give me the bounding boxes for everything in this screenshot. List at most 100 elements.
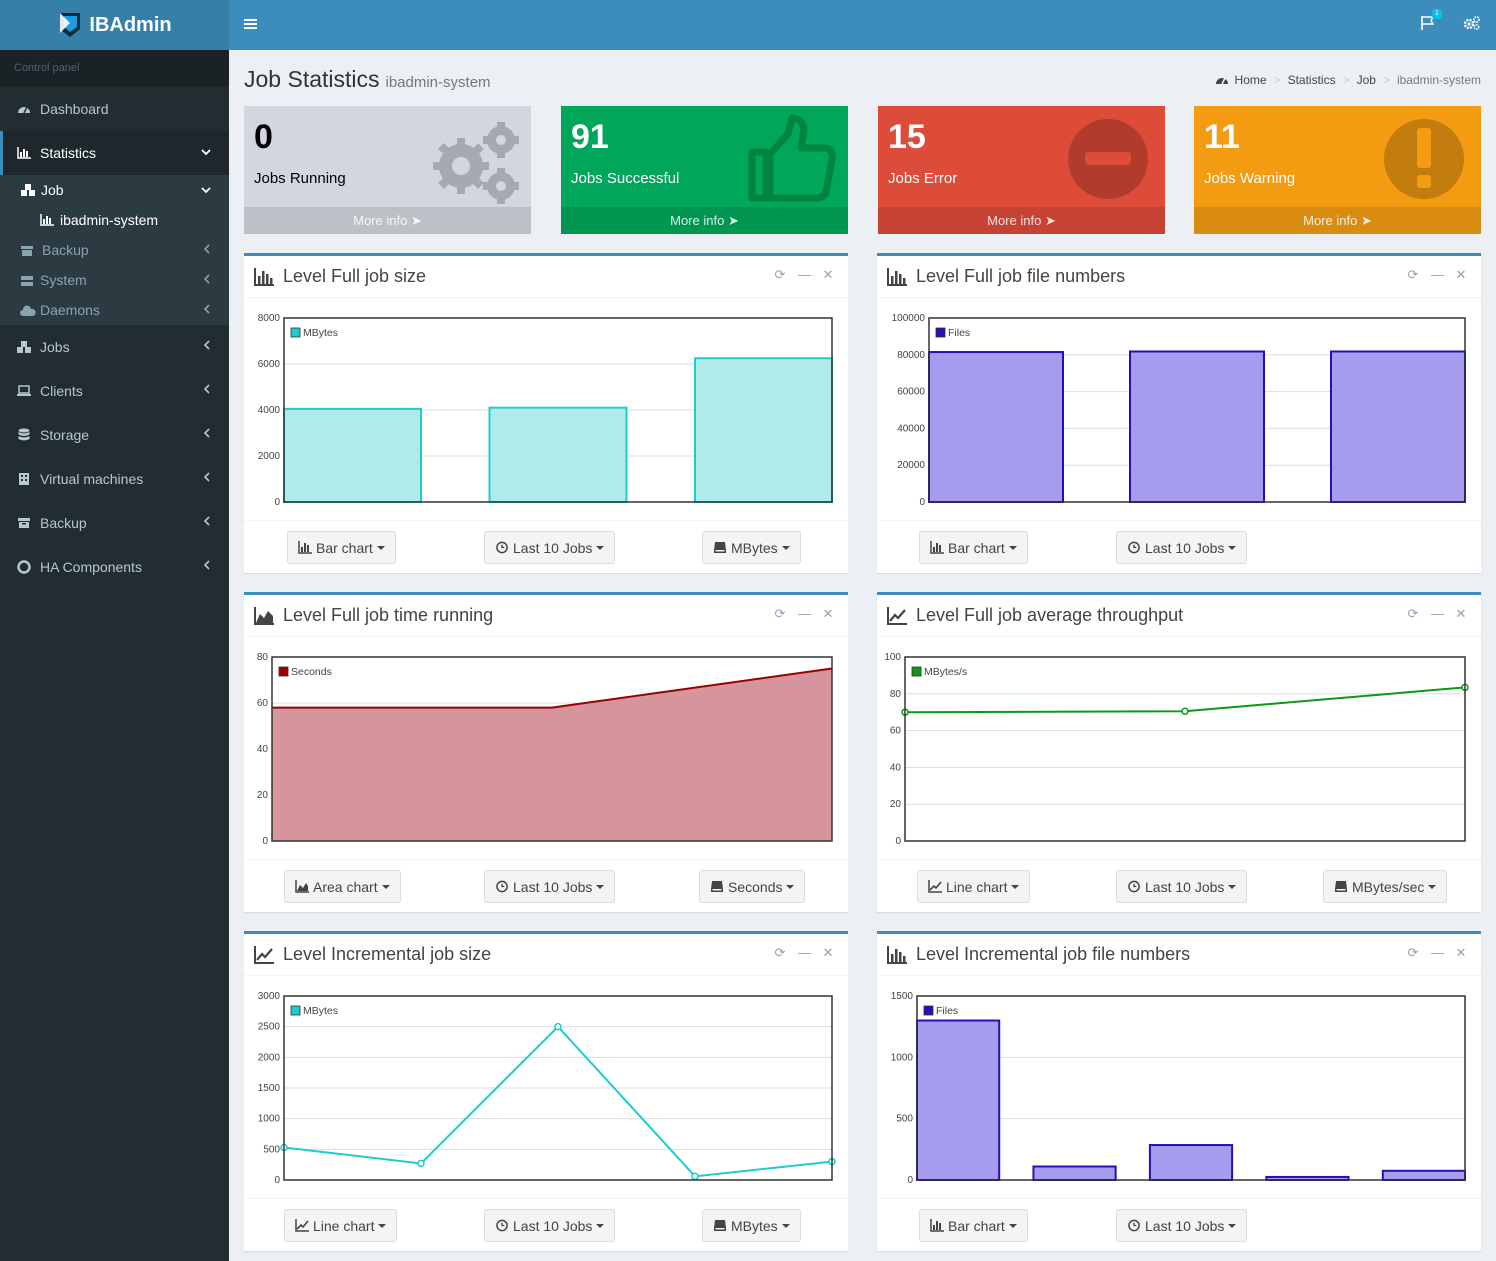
minimize-icon[interactable]: — (1431, 606, 1444, 621)
range-dropdown[interactable]: Last 10 Jobs (1116, 1209, 1248, 1242)
app-logo[interactable]: IBAdmin (0, 0, 229, 50)
bar-chart-icon (298, 541, 312, 554)
unit-dropdown[interactable]: MBytes (702, 1209, 801, 1242)
close-icon[interactable]: ✕ (1455, 267, 1467, 282)
button-label: Last 10 Jobs (1145, 878, 1225, 895)
database-icon (16, 427, 32, 443)
life-ring-icon (16, 559, 32, 575)
plot-frame (904, 656, 1466, 842)
sidebar-item-ha-components[interactable]: HA Components (0, 545, 229, 589)
breadcrumb-home[interactable]: Home (1234, 73, 1267, 87)
archive-icon (20, 244, 34, 260)
gears-icon (433, 122, 519, 204)
chart-type-dropdown[interactable]: Line chart (284, 1209, 398, 1242)
server-icon (20, 274, 34, 290)
logo-icon (60, 13, 81, 37)
settings-button[interactable] (1463, 15, 1483, 35)
sidebar-item-ibadmin-system[interactable]: ibadmin-system (0, 205, 229, 235)
sidebar-item-clients[interactable]: Clients (0, 369, 229, 413)
chevron-down-icon (201, 145, 211, 159)
close-icon[interactable]: ✕ (822, 945, 834, 960)
range-dropdown[interactable]: Last 10 Jobs (1116, 870, 1248, 903)
refresh-icon[interactable]: ⟳ (1407, 267, 1419, 282)
button-label: Last 10 Jobs (513, 539, 593, 556)
minimize-icon[interactable]: — (1431, 267, 1444, 282)
button-label: MBytes (731, 539, 778, 556)
range-dropdown[interactable]: Last 10 Jobs (484, 531, 616, 564)
sidebar-item-daemons[interactable]: Daemons (0, 295, 229, 325)
refresh-icon[interactable]: ⟳ (774, 945, 786, 960)
sidebar-item-jobs[interactable]: Jobs (0, 325, 229, 369)
button-label: Last 10 Jobs (513, 878, 593, 895)
more-info-link[interactable]: More info ➤ (1194, 207, 1481, 234)
minimize-icon[interactable]: — (798, 606, 811, 621)
chart-type-dropdown[interactable]: Line chart (917, 870, 1031, 903)
chart-type-dropdown[interactable]: Bar chart (919, 531, 1028, 564)
y-tick-label: 60000 (897, 387, 925, 398)
refresh-icon[interactable]: ⟳ (1407, 606, 1419, 621)
minimize-icon[interactable]: — (798, 267, 811, 282)
sidebar-item-label: Dashboard (40, 101, 109, 117)
bar (928, 351, 1064, 504)
sidebar-item-storage[interactable]: Storage (0, 413, 229, 457)
minimize-icon[interactable]: — (1431, 945, 1444, 960)
chevron-left-icon (203, 383, 211, 397)
y-tick-label: 40 (890, 762, 902, 773)
close-icon[interactable]: ✕ (822, 606, 834, 621)
chart-full-job-average-throughput: 0 20 40 60 80 100 MBytes/s (884, 652, 1469, 847)
refresh-icon[interactable]: ⟳ (774, 267, 786, 282)
unit-dropdown[interactable]: MBytes/sec (1323, 870, 1448, 903)
close-icon[interactable]: ✕ (822, 267, 834, 282)
y-tick-label: 1000 (891, 1052, 914, 1063)
panel-full-job-file-numbers: Level Full job file numbers ⟳ — ✕ 0 20000 40… (877, 253, 1481, 573)
sidebar-item-job[interactable]: Job (0, 175, 229, 205)
sidebar-toggle-button[interactable] (242, 15, 260, 35)
more-info-link[interactable]: More info ➤ (561, 207, 848, 234)
data-point (554, 1022, 562, 1031)
info-box-label: Jobs Error (888, 170, 958, 187)
chart-type-dropdown[interactable]: Bar chart (919, 1209, 1028, 1242)
chart-type-dropdown[interactable]: Bar chart (287, 531, 396, 564)
breadcrumb-job[interactable]: Job (1356, 73, 1376, 87)
range-dropdown[interactable]: Last 10 Jobs (484, 870, 616, 903)
refresh-icon[interactable]: ⟳ (774, 606, 786, 621)
notification-badge: 1 (1432, 9, 1442, 19)
sidebar-item-dashboard[interactable]: Dashboard (0, 87, 229, 131)
arrow-circle-right-icon: ➤ (410, 213, 422, 228)
line-chart-icon (887, 606, 907, 625)
button-label: Last 10 Jobs (513, 1217, 593, 1234)
panel-title: Level Full job size (283, 266, 427, 286)
notifications-button[interactable]: 1 (1420, 9, 1442, 35)
minimize-icon[interactable]: — (798, 945, 811, 960)
sidebar-item-virtual-machines[interactable]: Virtual machines (0, 457, 229, 501)
y-tick-label: 0 (895, 836, 901, 847)
hdd-icon (714, 542, 726, 553)
more-info-link[interactable]: More info ➤ (244, 207, 531, 234)
info-box-value: 11 (1204, 118, 1240, 156)
close-icon[interactable]: ✕ (1455, 606, 1467, 621)
unit-dropdown[interactable]: Seconds (699, 870, 806, 903)
range-dropdown[interactable]: Last 10 Jobs (1116, 531, 1248, 564)
unit-dropdown[interactable]: MBytes (702, 531, 801, 564)
bar (1032, 1165, 1117, 1182)
refresh-icon[interactable]: ⟳ (1407, 945, 1419, 960)
info-box-value: 0 (254, 118, 273, 156)
more-info-link[interactable]: More info ➤ (878, 207, 1165, 234)
sidebar-header: Control panel (0, 50, 229, 87)
bar-chart-icon (887, 267, 907, 286)
button-label: Last 10 Jobs (1145, 1217, 1225, 1234)
info-box-value: 15 (888, 118, 926, 156)
y-tick-label: 500 (263, 1144, 280, 1155)
plot-frame (283, 995, 833, 1181)
close-icon[interactable]: ✕ (1455, 945, 1467, 960)
chart-type-dropdown[interactable]: Area chart (284, 870, 401, 903)
hdd-icon (714, 1220, 726, 1231)
range-dropdown[interactable]: Last 10 Jobs (484, 1209, 616, 1242)
sidebar-item-statistics[interactable]: Statistics (0, 131, 229, 175)
breadcrumb-statistics[interactable]: Statistics (1287, 73, 1336, 87)
sidebar-item-backup-sub[interactable]: Backup (0, 235, 229, 265)
sidebar-item-label: Jobs (40, 339, 70, 355)
sidebar-item-system[interactable]: System (0, 265, 229, 295)
sidebar-item-label: HA Components (40, 559, 142, 575)
sidebar-item-backup[interactable]: Backup (0, 501, 229, 545)
